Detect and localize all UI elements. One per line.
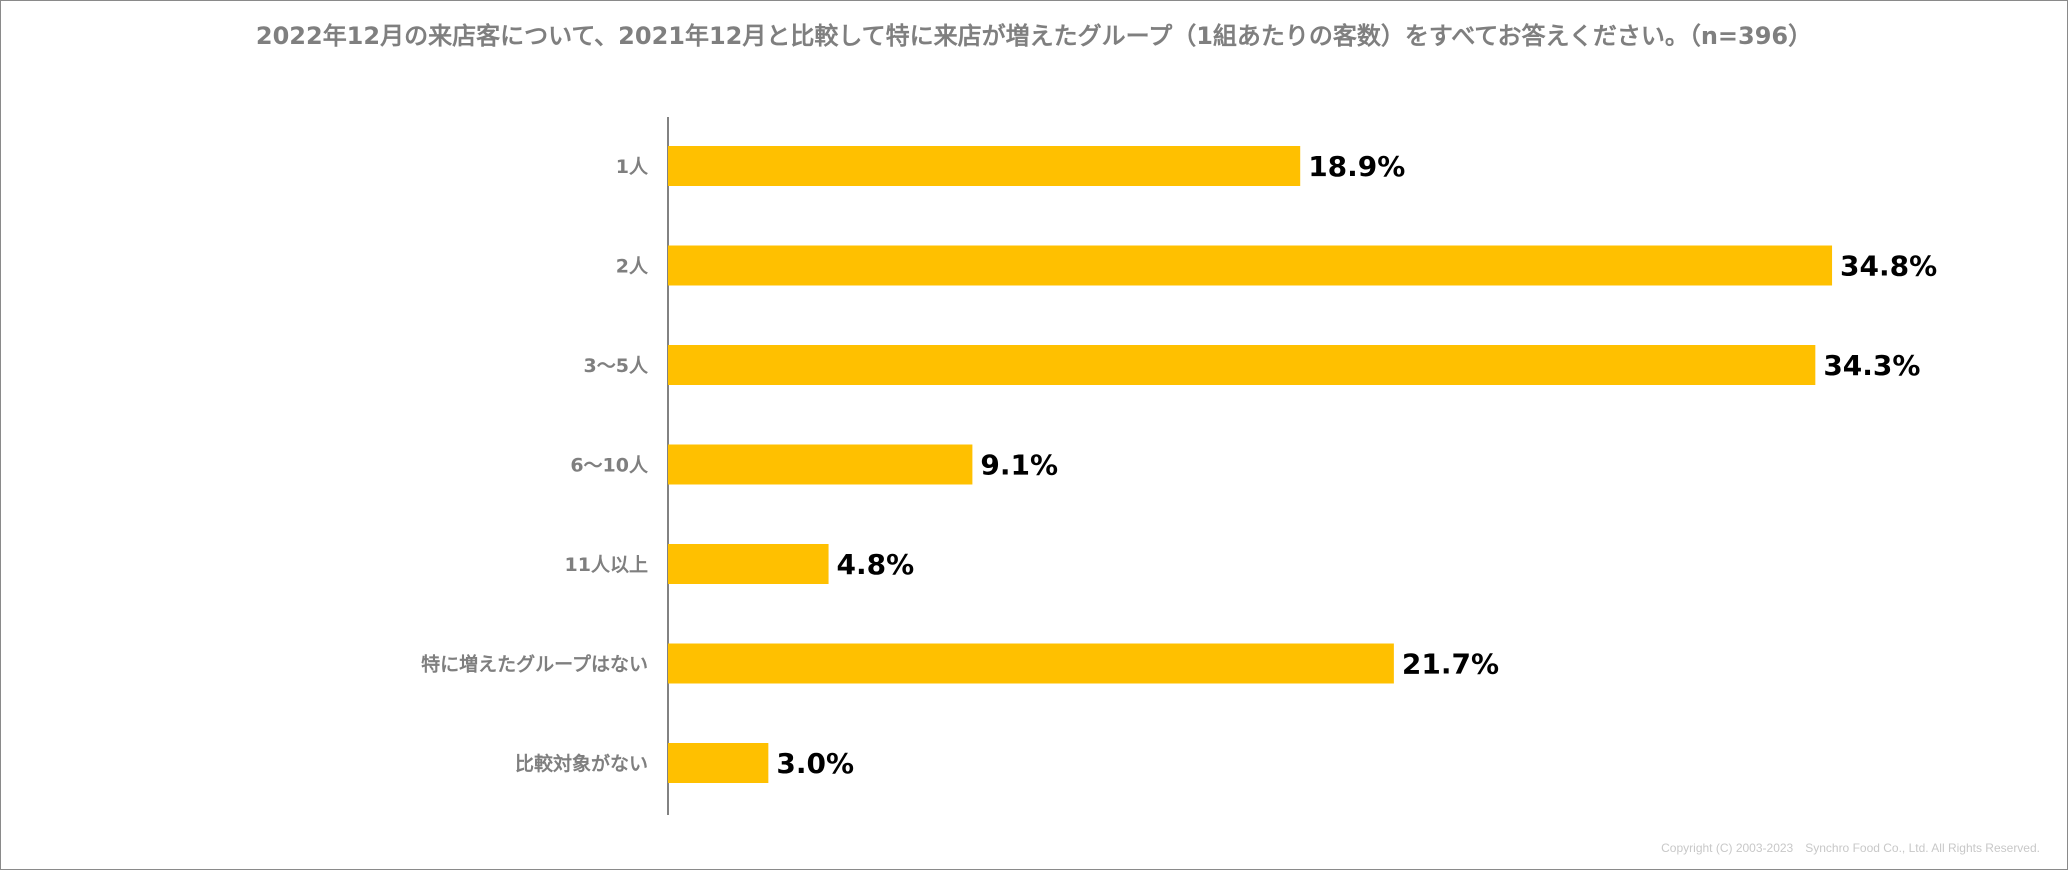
bar [668, 544, 829, 584]
value-label: 9.1% [980, 449, 1058, 482]
value-label: 34.3% [1823, 349, 1920, 382]
value-label: 3.0% [776, 747, 854, 780]
category-label: 比較対象がない [515, 752, 648, 775]
category-label: 特に増えたグループはない [421, 653, 648, 676]
value-label: 18.9% [1308, 150, 1405, 183]
value-label: 21.7% [1402, 648, 1499, 681]
category-label: 2人 [616, 256, 649, 278]
category-label: 6〜10人 [570, 455, 649, 477]
bar [668, 444, 973, 485]
bar [668, 743, 769, 783]
bar [668, 643, 1394, 684]
category-label: 11人以上 [565, 554, 648, 576]
bar [668, 345, 1816, 385]
copyright-text: Copyright (C) 2003-2023 Synchro Food Co.… [1661, 841, 2040, 855]
value-label: 34.8% [1840, 250, 1937, 283]
category-label: 3〜5人 [584, 355, 649, 377]
chart-title: 2022年12月の来店客について、2021年12月と比較して特に来店が増えたグル… [255, 22, 1813, 50]
category-label: 1人 [616, 156, 649, 178]
bar [668, 146, 1301, 186]
bar [668, 245, 1833, 286]
value-label: 4.8% [837, 548, 915, 581]
